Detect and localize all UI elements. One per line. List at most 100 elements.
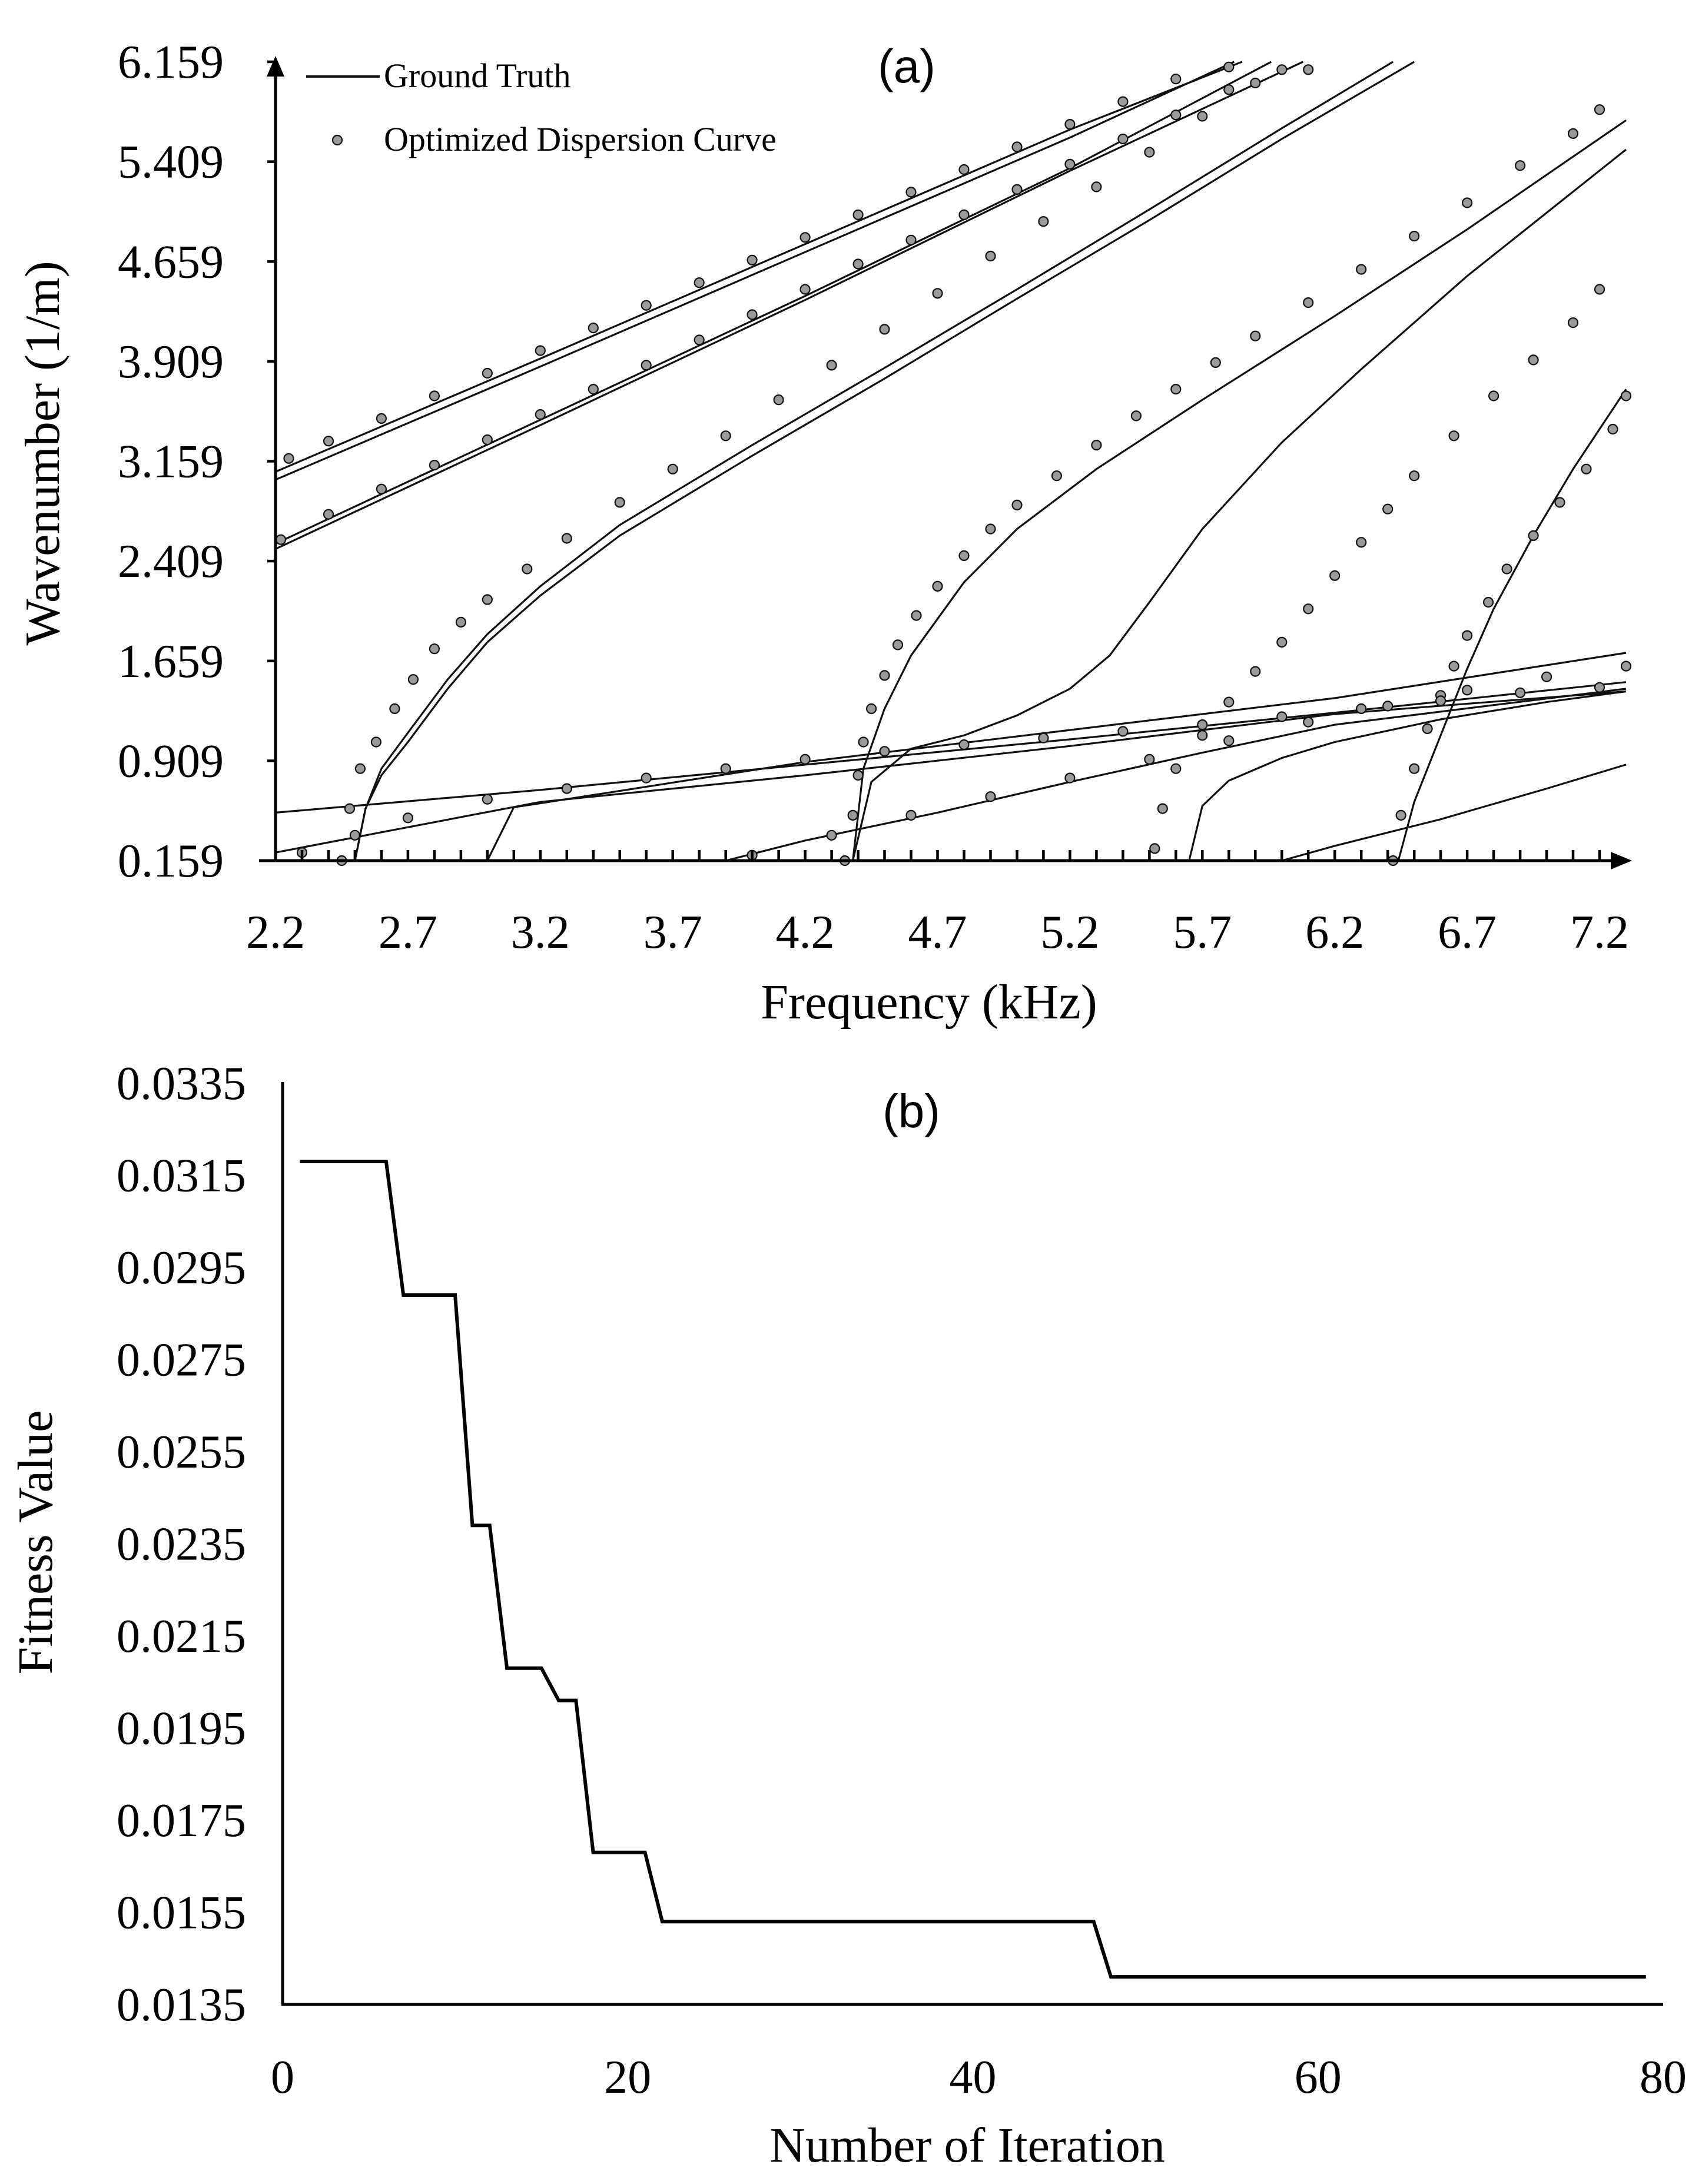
optimized-point-3-25 <box>1303 64 1314 75</box>
optimized-point-7-5 <box>561 783 572 794</box>
chart-a-x-tick-label: 5.2 <box>1040 907 1099 958</box>
chart-a-y-tick-label: 0.909 <box>118 735 224 787</box>
chart-b-y-ticks: 0.0335 0.0315 0.0295 0.0275 0.0255 0.0235 0.02… <box>117 1058 246 2031</box>
optimized-point-7-4 <box>482 794 493 805</box>
optimized-point-1-19 <box>1223 61 1235 72</box>
optimized-point-2-6 <box>535 409 546 420</box>
optimized-point-1-14 <box>958 164 970 175</box>
optimized-point-2-2 <box>323 509 334 520</box>
chart-a-y-tick-label: 5.409 <box>118 137 224 188</box>
optimized-point-5-11 <box>1382 503 1394 515</box>
chart-a-y-tick-label: 6.159 <box>118 36 224 88</box>
optimized-point-5-10 <box>1356 537 1367 548</box>
optimized-point-3-21 <box>1091 181 1102 192</box>
chart-a-y-tick-label: 3.159 <box>118 436 224 488</box>
chart-a-x-tick-label: 6.7 <box>1438 907 1497 958</box>
optimized-point-4-12 <box>1011 499 1023 511</box>
ground-truth-curve-8 <box>852 148 1627 861</box>
optimized-point-5-13 <box>1448 430 1459 442</box>
optimized-point-3-10 <box>522 563 533 575</box>
optimized-point-4-8 <box>911 610 922 621</box>
optimized-point-8-12 <box>1620 660 1632 672</box>
chart-a-x-tick-label: 4.2 <box>776 907 835 958</box>
optimized-point-7-15 <box>1356 703 1367 715</box>
optimized-point-8-9 <box>1382 701 1394 712</box>
optimized-point-3-18 <box>932 288 943 299</box>
optimized-point-4-9 <box>932 580 943 592</box>
chart-b-x-tick-label: 80 <box>1640 2052 1687 2103</box>
optimized-point-2-11 <box>799 284 811 295</box>
chart-a-x-axis-arrow-icon <box>1611 852 1632 869</box>
ground-truth-curve-14 <box>1188 690 1627 861</box>
optimized-point-4-25 <box>1594 104 1605 115</box>
chart-a-y-tick-label: 3.909 <box>118 336 224 388</box>
optimized-point-2-13 <box>905 234 917 245</box>
optimized-point-2-4 <box>429 459 440 471</box>
chart-a-y-tick-label: 4.659 <box>118 236 224 288</box>
optimized-point-2-17 <box>1117 133 1129 145</box>
optimized-point-7-13 <box>1197 719 1208 731</box>
chart-b-x-tick-label: 20 <box>604 2052 651 2103</box>
chart-b-y-tick-label: 0.0255 <box>117 1426 246 1478</box>
chart-a-x-axis-title: Frequency (kHz) <box>761 975 1097 1030</box>
optimized-point-4-4 <box>858 736 869 748</box>
optimized-point-3-24 <box>1250 77 1261 89</box>
optimized-point-3-7 <box>429 643 440 655</box>
chart-b-y-tick-label: 0.0215 <box>117 1611 246 1662</box>
optimized-point-8-3 <box>905 809 917 821</box>
optimized-point-1-6 <box>535 345 546 356</box>
chart-b-y-tick-label: 0.0275 <box>117 1335 246 1386</box>
optimized-point-5-17 <box>1594 284 1605 295</box>
optimized-point-1-7 <box>588 322 599 334</box>
chart-a-x-tick-label: 5.7 <box>1173 907 1232 958</box>
optimized-point-4-22 <box>1462 197 1473 208</box>
optimized-point-2-16 <box>1064 158 1076 170</box>
legend-optimized-marker <box>331 134 343 146</box>
ground-truth-curves <box>275 61 1627 862</box>
optimized-point-2-3 <box>376 483 387 494</box>
optimized-point-3-15 <box>773 394 784 406</box>
optimized-point-7-11 <box>1038 732 1049 744</box>
optimized-point-5-16 <box>1567 317 1579 328</box>
optimized-point-1-12 <box>852 209 864 220</box>
chart-b-x-tick-label: 0 <box>271 2052 294 2103</box>
optimized-point-4-15 <box>1130 410 1142 421</box>
optimized-point-3-11 <box>561 533 572 544</box>
optimized-point-1-3 <box>376 413 387 424</box>
chart-b-y-tick-label: 0.0135 <box>117 1979 246 2031</box>
optimized-point-3-2 <box>344 803 356 814</box>
optimized-point-1-11 <box>799 232 811 243</box>
optimized-point-4-14 <box>1091 439 1102 451</box>
optimized-point-3-23 <box>1197 111 1208 122</box>
optimized-point-5-4 <box>1197 730 1208 741</box>
optimized-point-3-19 <box>985 250 996 262</box>
ground-truth-curve-12 <box>486 652 1627 861</box>
optimized-point-4-18 <box>1250 330 1261 341</box>
optimized-point-2-5 <box>482 434 493 446</box>
optimized-point-1-10 <box>747 254 758 265</box>
optimized-point-3-8 <box>455 616 467 628</box>
chart-b-y-tick-label: 0.0195 <box>117 1703 246 1755</box>
optimized-point-8-8 <box>1303 716 1314 728</box>
ground-truth-curve-9 <box>1397 389 1627 861</box>
chart-a-x-tick-label: 3.2 <box>511 907 570 958</box>
chart-b-x-tick-label: 40 <box>950 2052 997 2103</box>
optimized-point-2-12 <box>852 258 864 270</box>
optimized-point-7-9 <box>879 746 890 757</box>
optimized-point-5-9 <box>1329 570 1341 581</box>
optimized-point-2-1 <box>275 534 287 545</box>
chart-a-y-ticks: 0.159 0.909 1.659 2.409 3.159 3.909 4.659 5.409… <box>118 36 276 887</box>
optimized-point-3-9 <box>482 594 493 605</box>
optimized-point-8-4 <box>985 791 996 802</box>
ground-truth-curve-10 <box>275 681 1627 814</box>
optimized-point-5-7 <box>1276 636 1288 648</box>
optimized-point-7-3 <box>402 812 414 824</box>
optimized-point-8-5 <box>1064 772 1076 784</box>
optimized-point-4-20 <box>1356 264 1367 275</box>
optimized-point-8-6 <box>1144 754 1155 765</box>
optimized-point-5-14 <box>1488 390 1499 401</box>
optimized-point-7-7 <box>720 763 731 774</box>
optimized-point-3-20 <box>1038 216 1049 227</box>
optimized-point-7-16 <box>1435 695 1446 706</box>
